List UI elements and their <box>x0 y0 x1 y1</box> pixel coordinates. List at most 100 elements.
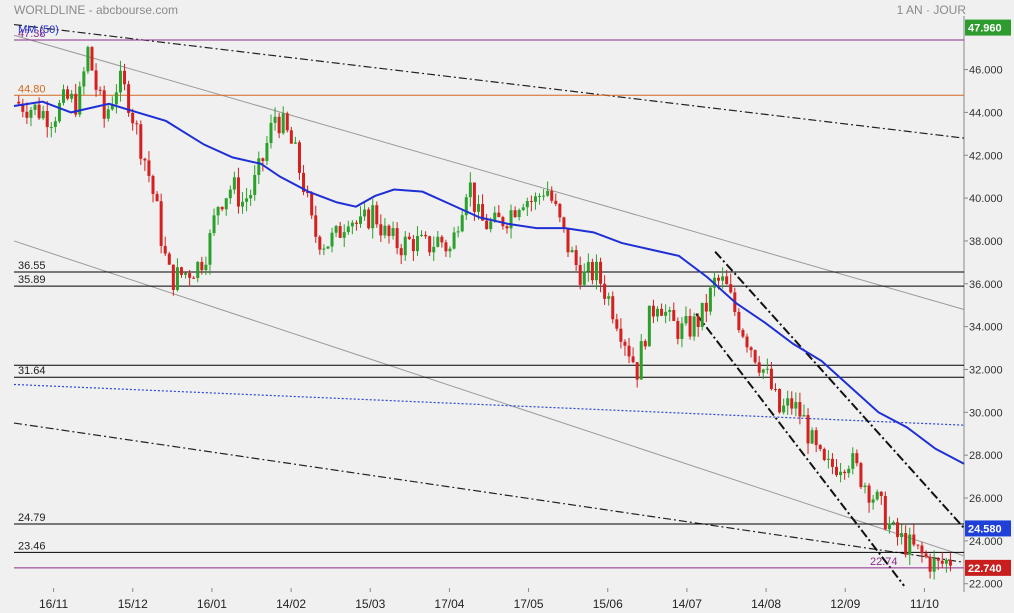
candle <box>603 283 607 299</box>
candle <box>749 347 753 351</box>
candle <box>428 236 432 253</box>
candle <box>529 201 533 203</box>
y-tick-label: 44.000 <box>969 107 1003 119</box>
candle <box>704 302 708 312</box>
candle <box>62 89 66 103</box>
candle <box>289 130 293 144</box>
candle <box>761 369 765 373</box>
candle <box>236 177 240 207</box>
level-label: 36.55 <box>18 260 46 272</box>
candle <box>737 311 741 331</box>
candle <box>859 463 863 488</box>
candle <box>871 499 875 503</box>
candle <box>25 111 29 118</box>
moving-average-line <box>13 100 965 465</box>
candle <box>216 206 220 216</box>
candle <box>106 109 110 119</box>
price-badge <box>965 520 1011 537</box>
trendline <box>13 34 965 310</box>
candle <box>822 448 826 460</box>
y-tick-label: 38.000 <box>969 236 1003 248</box>
candle <box>41 111 45 119</box>
candle <box>481 204 485 221</box>
candle <box>558 203 562 218</box>
candle <box>407 236 411 240</box>
candle <box>798 402 802 417</box>
candle <box>310 193 314 216</box>
candle <box>363 209 367 217</box>
candle <box>611 296 615 320</box>
candle <box>806 415 810 444</box>
candle <box>277 116 281 134</box>
candle <box>835 466 839 476</box>
candle <box>570 250 574 253</box>
candle <box>212 215 216 234</box>
candle <box>900 533 904 538</box>
candle <box>525 201 529 208</box>
candle <box>533 196 537 202</box>
candle <box>334 226 338 233</box>
candle <box>725 276 729 285</box>
candle <box>497 212 501 218</box>
candle <box>476 204 480 212</box>
candle <box>676 320 680 339</box>
candle <box>891 522 895 524</box>
candle <box>257 158 261 175</box>
candle <box>338 226 342 238</box>
candle <box>302 172 306 192</box>
price-badge <box>965 19 1011 36</box>
level-label: 23.46 <box>18 540 46 552</box>
candle <box>904 533 908 555</box>
candle <box>912 534 916 545</box>
candle <box>594 261 598 281</box>
candle <box>590 261 594 281</box>
trendline <box>714 250 965 529</box>
level-label: 35.89 <box>18 274 46 286</box>
candle <box>721 276 725 281</box>
candle <box>635 362 639 380</box>
candle <box>314 215 318 237</box>
candle <box>45 111 49 128</box>
candle <box>660 308 664 316</box>
candle <box>472 182 476 212</box>
candle <box>485 220 489 230</box>
candle <box>90 47 94 71</box>
candle <box>285 113 289 131</box>
candle <box>241 201 245 207</box>
candle <box>879 491 883 496</box>
y-tick-label: 34.000 <box>969 322 1003 334</box>
candle <box>261 158 265 161</box>
candle <box>810 430 814 444</box>
candle <box>521 207 525 211</box>
level-label: 24.79 <box>18 512 46 524</box>
x-tick-label: 14/02 <box>276 597 306 611</box>
candle <box>586 261 590 272</box>
candle <box>269 122 273 144</box>
x-tick-label: 16/11 <box>39 597 68 611</box>
x-tick-label: 14/08 <box>751 597 781 611</box>
candle <box>680 323 684 339</box>
candle <box>342 232 346 238</box>
candle <box>509 210 513 229</box>
trendline <box>13 422 965 563</box>
level-label: 31.64 <box>18 365 46 377</box>
candle <box>411 239 415 252</box>
candle <box>171 264 175 290</box>
candle <box>924 553 928 557</box>
candle <box>745 336 749 348</box>
candle <box>883 495 887 530</box>
candle <box>208 233 212 265</box>
y-tick-label: 24.000 <box>969 536 1003 548</box>
candle <box>493 212 497 222</box>
x-tick-label: 17/04 <box>434 597 464 611</box>
candle <box>192 277 196 279</box>
candle <box>249 194 253 199</box>
candle <box>664 311 668 316</box>
candle <box>847 468 851 474</box>
candle <box>668 309 672 312</box>
candle <box>322 248 326 250</box>
candle <box>379 224 383 236</box>
candle <box>395 228 399 249</box>
candle <box>82 71 86 87</box>
y-tick-label: 22.000 <box>969 579 1003 591</box>
